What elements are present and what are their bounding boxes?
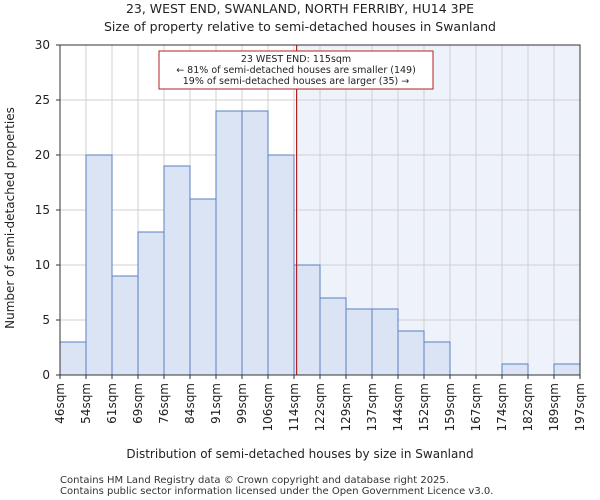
x-tick-label: 54sqm bbox=[79, 383, 93, 424]
x-tick-label: 167sqm bbox=[469, 383, 483, 431]
annotation-line-1: 23 WEST END: 115sqm bbox=[241, 54, 351, 65]
x-tick-label: 106sqm bbox=[261, 383, 275, 431]
y-tick-label: 25 bbox=[35, 93, 50, 107]
x-tick-label: 189sqm bbox=[547, 383, 561, 431]
bar-84sqm bbox=[189, 198, 217, 376]
x-tick-label: 91sqm bbox=[209, 383, 223, 424]
x-tick-label: 182sqm bbox=[521, 383, 535, 431]
y-tick-label: 30 bbox=[35, 38, 50, 52]
x-tick-label: 197sqm bbox=[573, 383, 587, 431]
y-axis-ticks: 0 5 10 15 20 25 30 bbox=[35, 38, 60, 382]
bar-99sqm bbox=[241, 110, 269, 376]
y-axis-label: Number of semi-detached properties bbox=[3, 107, 17, 329]
x-tick-label: 84sqm bbox=[183, 383, 197, 424]
x-tick-label: 99sqm bbox=[235, 383, 249, 424]
x-tick-label: 61sqm bbox=[105, 383, 119, 424]
x-tick-label: 159sqm bbox=[443, 383, 457, 431]
annotation-line-2: ← 81% of semi-detached houses are smalle… bbox=[176, 65, 416, 76]
bar-61sqm bbox=[111, 275, 139, 376]
x-tick-label: 122sqm bbox=[313, 383, 327, 431]
bar-129sqm bbox=[345, 308, 373, 376]
annotation-box: 23 WEST END: 115sqm ← 81% of semi-detach… bbox=[158, 50, 434, 90]
x-tick-label: 69sqm bbox=[131, 383, 145, 424]
bar-189sqm bbox=[553, 363, 581, 376]
footer-line-2: Contains public sector information licen… bbox=[60, 486, 493, 497]
x-axis-ticks: 46sqm 54sqm 61sqm 69sqm 76sqm 84sqm 91sqm 99sqm… bbox=[53, 375, 587, 431]
y-tick-label: 0 bbox=[42, 368, 50, 382]
y-tick-label: 10 bbox=[35, 258, 50, 272]
x-tick-label: 144sqm bbox=[391, 383, 405, 431]
x-tick-label: 129sqm bbox=[339, 383, 353, 431]
bar-76sqm bbox=[163, 165, 191, 376]
x-tick-label: 46sqm bbox=[53, 383, 67, 424]
y-tick-label: 15 bbox=[35, 203, 50, 217]
chart-subtitle: Size of property relative to semi-detach… bbox=[104, 19, 496, 34]
bar-174sqm bbox=[501, 363, 529, 376]
x-axis-label: Distribution of semi-detached houses by … bbox=[126, 447, 473, 461]
footer-line-1: Contains HM Land Registry data © Crown c… bbox=[60, 475, 449, 486]
chart-title: 23, WEST END, SWANLAND, NORTH FERRIBY, H… bbox=[126, 1, 474, 16]
x-tick-label: 152sqm bbox=[417, 383, 431, 431]
bar-144sqm bbox=[397, 330, 425, 376]
bar-152sqm bbox=[423, 341, 451, 376]
x-tick-label: 174sqm bbox=[495, 383, 509, 431]
annotation-line-3: 19% of semi-detached houses are larger (… bbox=[183, 76, 410, 87]
x-tick-label: 76sqm bbox=[157, 383, 171, 424]
bar-114sqm bbox=[293, 264, 321, 376]
bar-69sqm bbox=[137, 231, 165, 376]
x-tick-label: 114sqm bbox=[287, 383, 301, 431]
y-tick-label: 20 bbox=[35, 148, 50, 162]
bars bbox=[59, 110, 581, 376]
bar-46sqm bbox=[59, 341, 87, 376]
bar-137sqm bbox=[371, 308, 399, 376]
bar-106sqm bbox=[267, 154, 295, 376]
x-tick-label: 137sqm bbox=[365, 383, 379, 431]
bar-91sqm bbox=[215, 110, 243, 376]
bar-122sqm bbox=[319, 297, 347, 376]
y-tick-label: 5 bbox=[42, 313, 50, 327]
bar-54sqm bbox=[85, 154, 113, 376]
